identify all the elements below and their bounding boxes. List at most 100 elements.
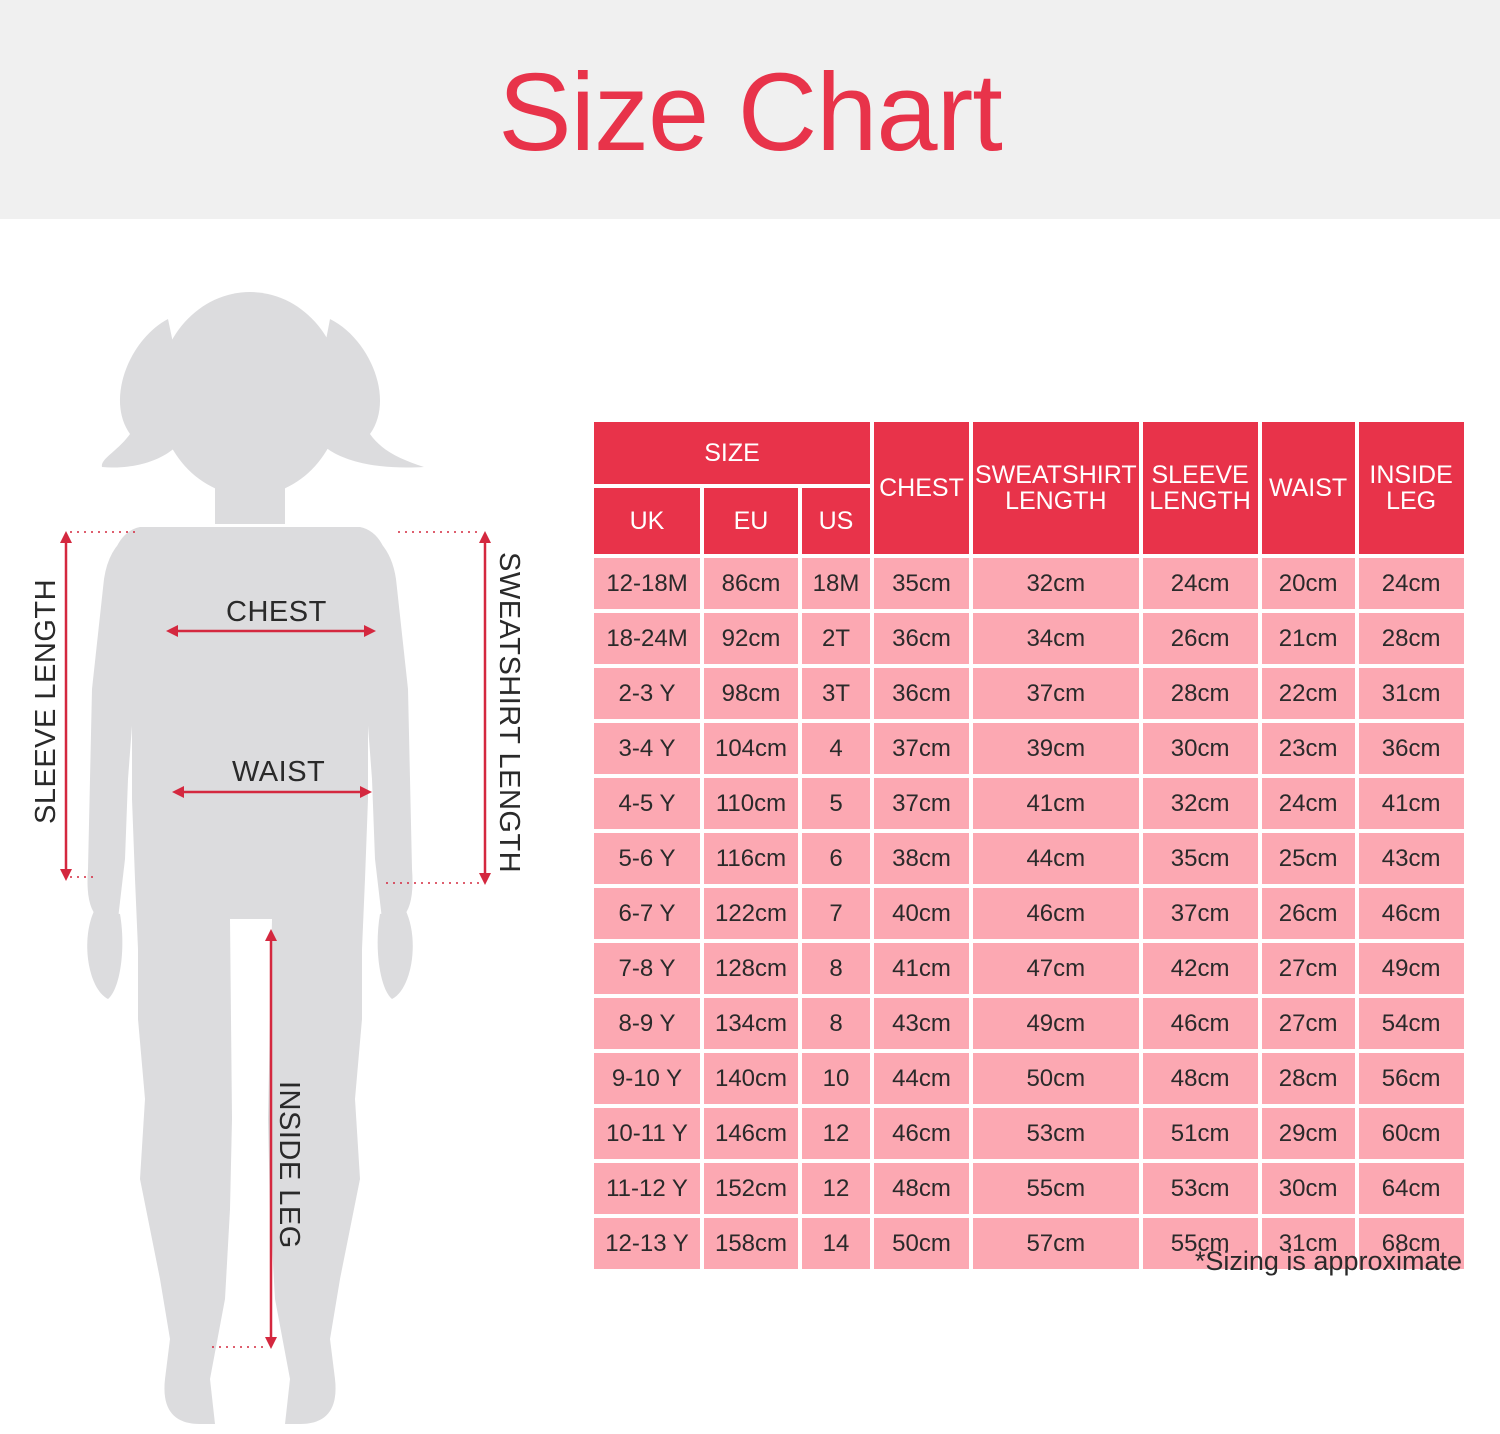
cell-inside-leg: 60cm [1358,1108,1464,1159]
cell-eu: 110cm [704,778,798,829]
cell-waist: 29cm [1261,1108,1355,1159]
size-group-header: SIZE [594,422,870,484]
cell-sleeve-length: 30cm [1142,723,1258,774]
cell-sleeve-length: 51cm [1142,1108,1258,1159]
cell-eu: 140cm [704,1053,798,1104]
cell-sweatshirt-length: 53cm [973,1108,1139,1159]
cell-sleeve-length: 26cm [1142,613,1258,664]
cell-waist: 26cm [1261,888,1355,939]
header-uk: UK [594,488,700,554]
cell-inside-leg: 64cm [1358,1163,1464,1214]
table-row: 18-24M 92cm 2T 36cm 34cm 26cm 21cm 28cm [594,613,1464,664]
table-row: 12-18M 86cm 18M 35cm 32cm 24cm 20cm 24cm [594,558,1464,609]
cell-us: 4 [802,723,870,774]
table-row: 2-3 Y 98cm 3T 36cm 37cm 28cm 22cm 31cm [594,668,1464,719]
page-title: Size Chart [498,51,1003,174]
cell-uk: 10-11 Y [594,1108,700,1159]
cell-waist: 21cm [1261,613,1355,664]
header-chest: CHEST [874,422,969,554]
cell-waist: 20cm [1261,558,1355,609]
cell-us: 7 [802,888,870,939]
cell-eu: 98cm [704,668,798,719]
cell-eu: 104cm [704,723,798,774]
cell-chest: 44cm [874,1053,969,1104]
cell-sweatshirt-length: 49cm [973,998,1139,1049]
cell-eu: 116cm [704,833,798,884]
size-table-body: 12-18M 86cm 18M 35cm 32cm 24cm 20cm 24cm 18-24M 9… [594,558,1464,1269]
cell-waist: 27cm [1261,943,1355,994]
cell-inside-leg: 54cm [1358,998,1464,1049]
cell-chest: 48cm [874,1163,969,1214]
cell-sleeve-length: 32cm [1142,778,1258,829]
cell-chest: 46cm [874,1108,969,1159]
table-row: 8-9 Y 134cm 8 43cm 49cm 46cm 27cm 54cm [594,998,1464,1049]
cell-uk: 2-3 Y [594,668,700,719]
header-eu: EU [704,488,798,554]
cell-inside-leg: 24cm [1358,558,1464,609]
cell-uk: 6-7 Y [594,888,700,939]
cell-waist: 31cm [1261,1218,1355,1269]
cell-sweatshirt-length: 50cm [973,1053,1139,1104]
cell-sweatshirt-length: 39cm [973,723,1139,774]
cell-waist: 22cm [1261,668,1355,719]
cell-uk: 5-6 Y [594,833,700,884]
cell-eu: 122cm [704,888,798,939]
cell-sweatshirt-length: 55cm [973,1163,1139,1214]
cell-uk: 8-9 Y [594,998,700,1049]
measurement-arrows [60,531,491,1349]
cell-us: 12 [802,1163,870,1214]
header-sweatshirt-length: SWEATSHIRT LENGTH [973,422,1139,554]
cell-inside-leg: 49cm [1358,943,1464,994]
cell-inside-leg: 41cm [1358,778,1464,829]
cell-eu: 146cm [704,1108,798,1159]
cell-chest: 41cm [874,943,969,994]
cell-us: 5 [802,778,870,829]
header-waist: WAIST [1261,422,1355,554]
cell-waist: 23cm [1261,723,1355,774]
cell-eu: 86cm [704,558,798,609]
cell-eu: 158cm [704,1218,798,1269]
waist-label: WAIST [232,756,326,788]
cell-inside-leg: 46cm [1358,888,1464,939]
cell-sweatshirt-length: 47cm [973,943,1139,994]
table-row: 9-10 Y 140cm 10 44cm 50cm 48cm 28cm 56cm [594,1053,1464,1104]
header-inside-leg: INSIDE LEG [1358,422,1464,554]
cell-sleeve-length: 24cm [1142,558,1258,609]
cell-uk: 11-12 Y [594,1163,700,1214]
cell-us: 3T [802,668,870,719]
cell-chest: 40cm [874,888,969,939]
cell-chest: 35cm [874,558,969,609]
cell-sleeve-length: 42cm [1142,943,1258,994]
cell-sweatshirt-length: 32cm [973,558,1139,609]
cell-sweatshirt-length: 44cm [973,833,1139,884]
cell-uk: 7-8 Y [594,943,700,994]
cell-chest: 38cm [874,833,969,884]
cell-uk: 12-13 Y [594,1218,700,1269]
cell-waist: 28cm [1261,1053,1355,1104]
cell-inside-leg: 28cm [1358,613,1464,664]
table-row: 4-5 Y 110cm 5 37cm 41cm 32cm 24cm 41cm [594,778,1464,829]
cell-us: 12 [802,1108,870,1159]
cell-us: 18M [802,558,870,609]
cell-sweatshirt-length: 37cm [973,668,1139,719]
title-banner [0,0,1500,219]
cell-chest: 37cm [874,778,969,829]
cell-us: 8 [802,998,870,1049]
child-silhouette [87,292,424,1424]
table-row: 7-8 Y 128cm 8 41cm 47cm 42cm 27cm 49cm [594,943,1464,994]
sweatshirt-length-label: SWEATSHIRT LENGTH [493,552,525,874]
chest-label: CHEST [226,596,327,628]
cell-sweatshirt-length: 34cm [973,613,1139,664]
child-silhouette-graphic [60,292,491,1424]
header-sleeve-length: SLEEVE LENGTH [1142,422,1258,554]
cell-uk: 18-24M [594,613,700,664]
cell-sweatshirt-length: 41cm [973,778,1139,829]
header-us: US [802,488,870,554]
cell-eu: 128cm [704,943,798,994]
cell-chest: 37cm [874,723,969,774]
cell-uk: 4-5 Y [594,778,700,829]
cell-uk: 9-10 Y [594,1053,700,1104]
cell-sleeve-length: 37cm [1142,888,1258,939]
cell-inside-leg: 43cm [1358,833,1464,884]
table-row: 12-13 Y 158cm 14 50cm 57cm 55cm 31cm 68cm [594,1218,1464,1269]
